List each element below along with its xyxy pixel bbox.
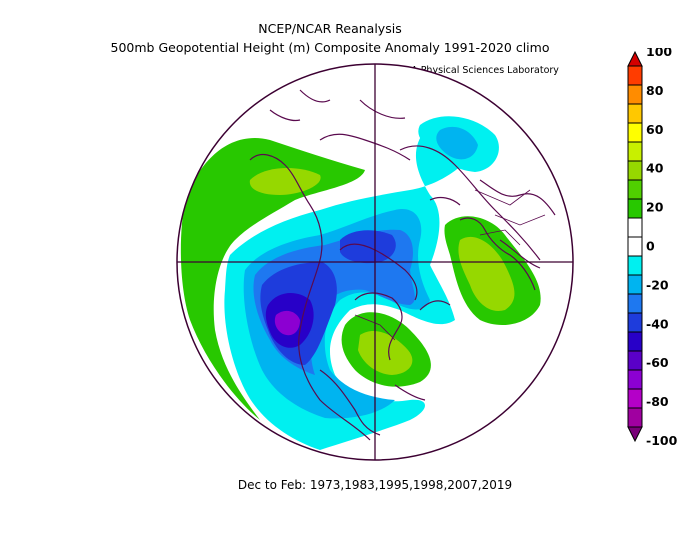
positive-anomaly-atlantic-core bbox=[358, 330, 413, 375]
colorbar-swatches bbox=[627, 50, 643, 443]
colorbar-tick-label: -20 bbox=[646, 277, 669, 292]
colorbar-tick-label: -80 bbox=[646, 394, 669, 409]
colorbar-labels: 100 80 60 40 20 0 -20 -40 -60 -80 -100 bbox=[646, 48, 678, 448]
colorbar: 100 80 60 40 20 0 -20 -40 -60 -80 -100 bbox=[627, 48, 678, 448]
colorbar-swatch bbox=[627, 331, 643, 352]
colorbar-tick-label: -100 bbox=[646, 433, 678, 448]
colorbar-swatch bbox=[627, 407, 643, 428]
colorbar-swatch bbox=[627, 388, 643, 409]
composite-years-label: Dec to Feb: 1973,1983,1995,1998,2007,201… bbox=[237, 478, 513, 492]
colorbar-tick-label: 80 bbox=[646, 83, 664, 98]
borders bbox=[354, 189, 546, 341]
colorbar-swatch bbox=[627, 350, 643, 371]
colorbar-swatch bbox=[627, 312, 643, 333]
colorbar-swatch bbox=[627, 65, 643, 86]
colorbar-arrow-bottom bbox=[627, 426, 643, 443]
map-boundary bbox=[176, 63, 574, 461]
colorbar-tick-label: -40 bbox=[646, 316, 669, 331]
positive-anomaly-pacific bbox=[180, 138, 365, 421]
negative-anomaly-arctic-mid bbox=[436, 126, 478, 160]
colorbar-swatch bbox=[627, 274, 643, 295]
map-title: NCEP/NCAR Reanalysis bbox=[258, 21, 402, 36]
colorbar-swatch bbox=[627, 160, 643, 181]
colorbar-swatch bbox=[627, 179, 643, 200]
colorbar-tick-label: 20 bbox=[646, 200, 664, 215]
polar-anomaly-map bbox=[176, 63, 574, 461]
colorbar-swatch bbox=[627, 293, 643, 314]
colorbar-swatch bbox=[627, 84, 643, 105]
map-subtitle: 500mb Geopotential Height (m) Composite … bbox=[110, 40, 550, 55]
colorbar-tick-label: 40 bbox=[646, 161, 664, 176]
colorbar-tick-label: -60 bbox=[646, 355, 669, 370]
colorbar-swatch bbox=[627, 255, 643, 276]
credit-label: NOAA Physical Sciences Laboratory bbox=[390, 65, 559, 76]
negative-anomaly-center bbox=[274, 310, 300, 336]
colorbar-arrow-top bbox=[627, 50, 643, 67]
colorbar-tick-label: 60 bbox=[646, 122, 664, 137]
colorbar-swatch bbox=[627, 198, 643, 219]
colorbar-swatch bbox=[627, 217, 643, 238]
positive-anomaly-pacific-core bbox=[249, 168, 321, 195]
positive-anomaly-asia-core bbox=[458, 236, 515, 311]
coastlines bbox=[249, 89, 556, 441]
anomaly-field bbox=[180, 116, 541, 451]
colorbar-swatch bbox=[627, 236, 643, 257]
colorbar-tick-label: 0 bbox=[646, 239, 655, 254]
colorbar-swatch bbox=[627, 141, 643, 162]
colorbar-swatch bbox=[627, 103, 643, 124]
colorbar-swatch bbox=[627, 122, 643, 143]
colorbar-tick-label: 100 bbox=[646, 48, 672, 59]
colorbar-swatch bbox=[627, 369, 643, 390]
